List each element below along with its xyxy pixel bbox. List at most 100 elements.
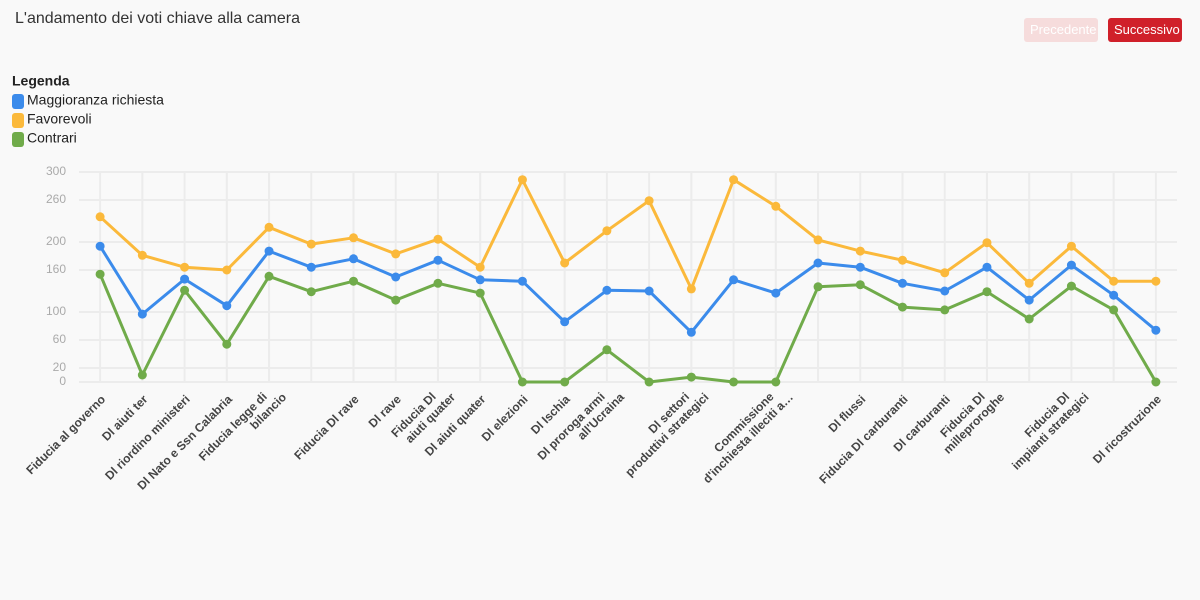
data-point — [306, 287, 316, 297]
data-point — [180, 285, 190, 295]
x-tick-label: Fiducia Dl milleproroghe — [931, 380, 1008, 457]
data-point — [771, 288, 781, 298]
data-point — [602, 285, 612, 295]
data-point — [644, 196, 654, 206]
data-point — [222, 265, 232, 275]
series-line — [99, 178, 1156, 291]
data-point — [560, 317, 570, 327]
data-point — [729, 377, 739, 387]
next-button[interactable]: Successivo — [1108, 18, 1182, 42]
legend-label: Favorevoli — [27, 111, 92, 127]
prev-button[interactable]: Precedente — [1024, 18, 1098, 42]
y-tick-label: 20 — [53, 360, 67, 374]
legend-swatch — [12, 132, 24, 147]
data-point — [1109, 305, 1119, 315]
data-point — [137, 309, 147, 319]
data-point — [940, 268, 950, 278]
data-point — [982, 287, 992, 297]
x-tick-label: Dl settori produttivi strategici — [612, 380, 711, 479]
data-point — [855, 280, 865, 290]
data-point — [1151, 325, 1161, 335]
data-point — [433, 234, 443, 244]
y-tick-label: 100 — [46, 304, 66, 318]
data-point — [644, 286, 654, 296]
data-point — [180, 262, 190, 272]
data-point — [813, 282, 823, 292]
data-point — [222, 339, 232, 349]
data-point — [982, 238, 992, 248]
data-point — [940, 286, 950, 296]
data-point — [1066, 281, 1076, 291]
data-point — [855, 262, 865, 272]
y-tick-label: 60 — [53, 332, 67, 346]
data-point — [1151, 377, 1161, 387]
data-point — [95, 269, 105, 279]
y-tick-label: 260 — [46, 192, 66, 206]
x-tick-label: Fiducia Dl rave — [291, 392, 361, 462]
data-point — [1151, 276, 1161, 286]
series-line — [98, 273, 1158, 384]
data-point — [560, 258, 570, 268]
data-point — [982, 262, 992, 272]
data-point — [898, 302, 907, 312]
y-tick-label: 200 — [46, 234, 66, 248]
data-point — [433, 255, 443, 265]
data-point — [1024, 278, 1034, 288]
data-point — [349, 276, 358, 286]
data-point — [349, 254, 358, 264]
x-tick-label: Fiducia Dl impianti strategici — [999, 380, 1091, 472]
x-tick-label: Dl elezioni — [479, 392, 531, 444]
legend-label: Maggioranza richiesta — [27, 92, 164, 108]
data-point — [898, 255, 907, 265]
data-point — [940, 305, 950, 315]
data-point — [391, 249, 401, 259]
data-point — [222, 301, 232, 311]
x-tick-label: Fiducia al governo — [23, 392, 108, 477]
data-point — [686, 327, 696, 337]
data-point — [517, 175, 527, 185]
data-point — [391, 272, 401, 282]
data-point — [771, 201, 781, 211]
data-point — [1109, 290, 1119, 300]
data-point — [475, 262, 485, 272]
x-tick-label: Dl ricostruzione — [1090, 392, 1164, 466]
legend-title: Legenda — [12, 73, 70, 89]
data-point — [349, 233, 358, 243]
data-point — [137, 370, 147, 380]
data-point — [771, 377, 781, 387]
data-point — [264, 246, 274, 256]
y-tick-label: 300 — [46, 164, 66, 178]
data-point — [517, 377, 527, 387]
data-point — [391, 295, 401, 305]
data-point — [95, 241, 105, 251]
data-point — [855, 246, 865, 256]
data-point — [602, 345, 612, 355]
y-tick-label: 0 — [59, 374, 66, 388]
legend-swatch — [12, 94, 24, 109]
data-point — [729, 275, 739, 285]
data-point — [898, 278, 907, 288]
data-point — [1024, 295, 1034, 305]
data-point — [475, 275, 485, 285]
data-point — [264, 271, 274, 281]
data-point — [264, 222, 274, 232]
x-tick-label: Dl flussi — [825, 392, 868, 435]
data-point — [729, 175, 739, 185]
legend-label: Contrari — [27, 130, 77, 146]
data-point — [306, 262, 316, 272]
data-point — [1109, 276, 1119, 286]
legend-swatch — [12, 113, 24, 128]
data-point — [560, 377, 570, 387]
series-line — [98, 245, 1157, 334]
data-point — [813, 258, 823, 268]
data-point — [433, 278, 443, 288]
data-point — [686, 284, 696, 294]
data-point — [306, 239, 316, 249]
data-point — [1066, 241, 1076, 251]
data-point — [517, 276, 527, 286]
data-point — [686, 372, 696, 382]
data-point — [813, 235, 823, 245]
data-point — [475, 288, 485, 298]
